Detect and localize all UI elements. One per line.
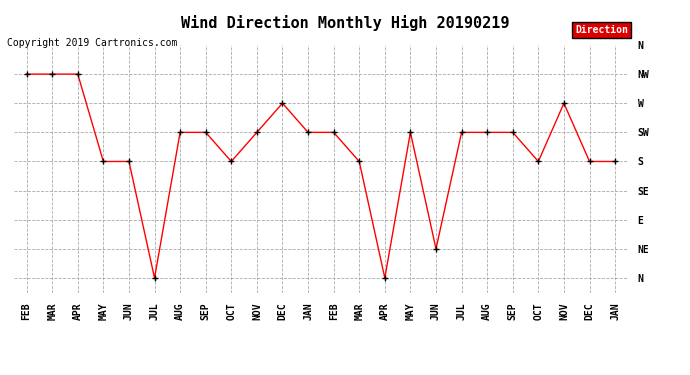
Text: Copyright 2019 Cartronics.com: Copyright 2019 Cartronics.com [7, 38, 177, 48]
Text: Direction: Direction [575, 25, 628, 35]
Text: Wind Direction Monthly High 20190219: Wind Direction Monthly High 20190219 [181, 15, 509, 31]
